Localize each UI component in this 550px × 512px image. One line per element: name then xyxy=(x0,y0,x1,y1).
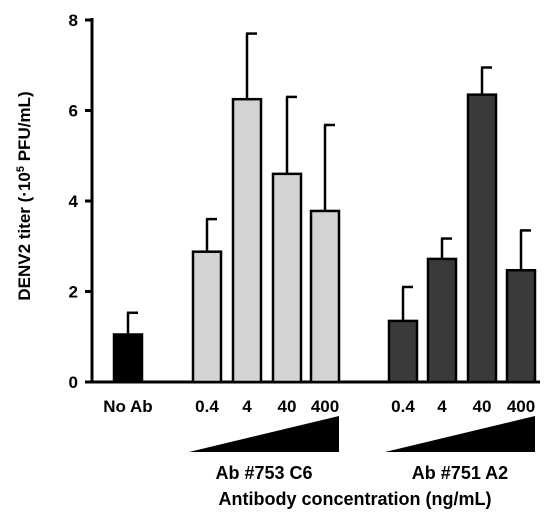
x-tick-label: 4 xyxy=(437,397,447,416)
group-label: Ab #751 A2 xyxy=(412,463,508,483)
axes: 0 2 4 6 8 xyxy=(69,11,540,392)
bar-no-ab-No Ab xyxy=(112,333,144,384)
group-label: Ab #753 C6 xyxy=(215,463,312,483)
y-tick-label: 2 xyxy=(69,283,78,302)
concentration-wedge xyxy=(385,416,535,452)
x-axis-label: Antibody concentration (ng/mL) xyxy=(219,489,492,509)
x-tick-label: 40 xyxy=(278,397,297,416)
y-axis-label-exponent: 5 xyxy=(15,166,27,172)
bar-ab-751-a2-400 xyxy=(505,268,537,384)
bar-ab-751-a2-40 xyxy=(466,93,498,384)
x-tick-label: 400 xyxy=(507,397,535,416)
y-tick-label: 6 xyxy=(69,102,78,121)
x-tick-label: 40 xyxy=(473,397,492,416)
bar-ab-753-c6-0-4 xyxy=(191,250,223,384)
bar-ab-751-a2-0-4 xyxy=(387,319,419,384)
x-tick-label: 4 xyxy=(242,397,252,416)
x-tick-label: 0.4 xyxy=(391,397,415,416)
bar-ab-753-c6-40 xyxy=(271,172,303,384)
y-tick-label: 8 xyxy=(69,11,78,30)
concentration-wedge xyxy=(189,416,339,452)
y-axis-label: DENV2 titer (·105 PFU/mL) xyxy=(15,91,34,300)
bar-ab-753-c6-400 xyxy=(309,209,341,384)
y-tick-label: 0 xyxy=(69,373,78,392)
y-axis-label-prefix: DENV2 titer (·10 xyxy=(15,172,34,300)
labels: No Ab 0.4 4 40 400 Ab #753 C6 0.4 4 40 400 Ab #751… xyxy=(103,397,535,483)
y-tick-label: 4 xyxy=(69,192,79,211)
bars xyxy=(112,32,537,384)
x-tick-label: 0.4 xyxy=(195,397,219,416)
bar-ab-753-c6-4 xyxy=(231,97,263,384)
bar-ab-751-a2-4 xyxy=(426,257,458,384)
x-tick-label: 400 xyxy=(311,397,339,416)
y-axis-label-suffix: PFU/mL) xyxy=(15,91,34,166)
x-tick-label: No Ab xyxy=(103,397,152,416)
